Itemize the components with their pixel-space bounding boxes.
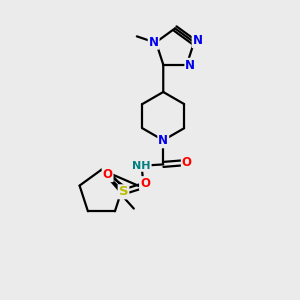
Text: N: N xyxy=(193,34,202,47)
Text: O: O xyxy=(103,168,112,181)
Text: N: N xyxy=(158,134,168,147)
Text: NH: NH xyxy=(132,161,151,171)
Text: S: S xyxy=(119,185,128,198)
Text: N: N xyxy=(185,59,195,72)
Text: O: O xyxy=(182,156,192,169)
Text: N: N xyxy=(148,36,159,49)
Text: O: O xyxy=(140,177,150,190)
